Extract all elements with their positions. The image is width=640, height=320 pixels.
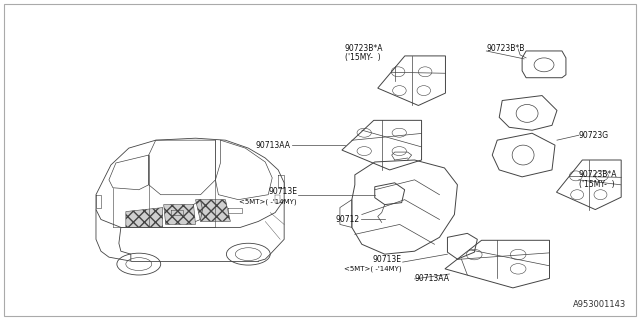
Text: 90723B*A: 90723B*A — [579, 170, 618, 180]
Text: 90723G: 90723G — [579, 131, 609, 140]
Text: 90713AA: 90713AA — [415, 275, 449, 284]
Text: A953001143: A953001143 — [573, 300, 627, 309]
Text: ('15MY-  ): ('15MY- ) — [579, 180, 614, 189]
Polygon shape — [164, 204, 196, 224]
Text: 90713AA: 90713AA — [255, 140, 290, 150]
Text: ('15MY-  ): ('15MY- ) — [345, 53, 381, 62]
Text: <5MT>( -'14MY): <5MT>( -'14MY) — [239, 198, 297, 205]
Text: <5MT>( -'14MY): <5MT>( -'14MY) — [344, 266, 402, 272]
Text: 90723B*B: 90723B*B — [486, 44, 525, 53]
Polygon shape — [126, 208, 163, 228]
Text: 90713E: 90713E — [372, 255, 402, 264]
Polygon shape — [196, 200, 230, 221]
Text: 90712: 90712 — [336, 215, 360, 224]
Text: 90713E: 90713E — [268, 187, 297, 196]
Text: 90723B*A: 90723B*A — [345, 44, 383, 53]
